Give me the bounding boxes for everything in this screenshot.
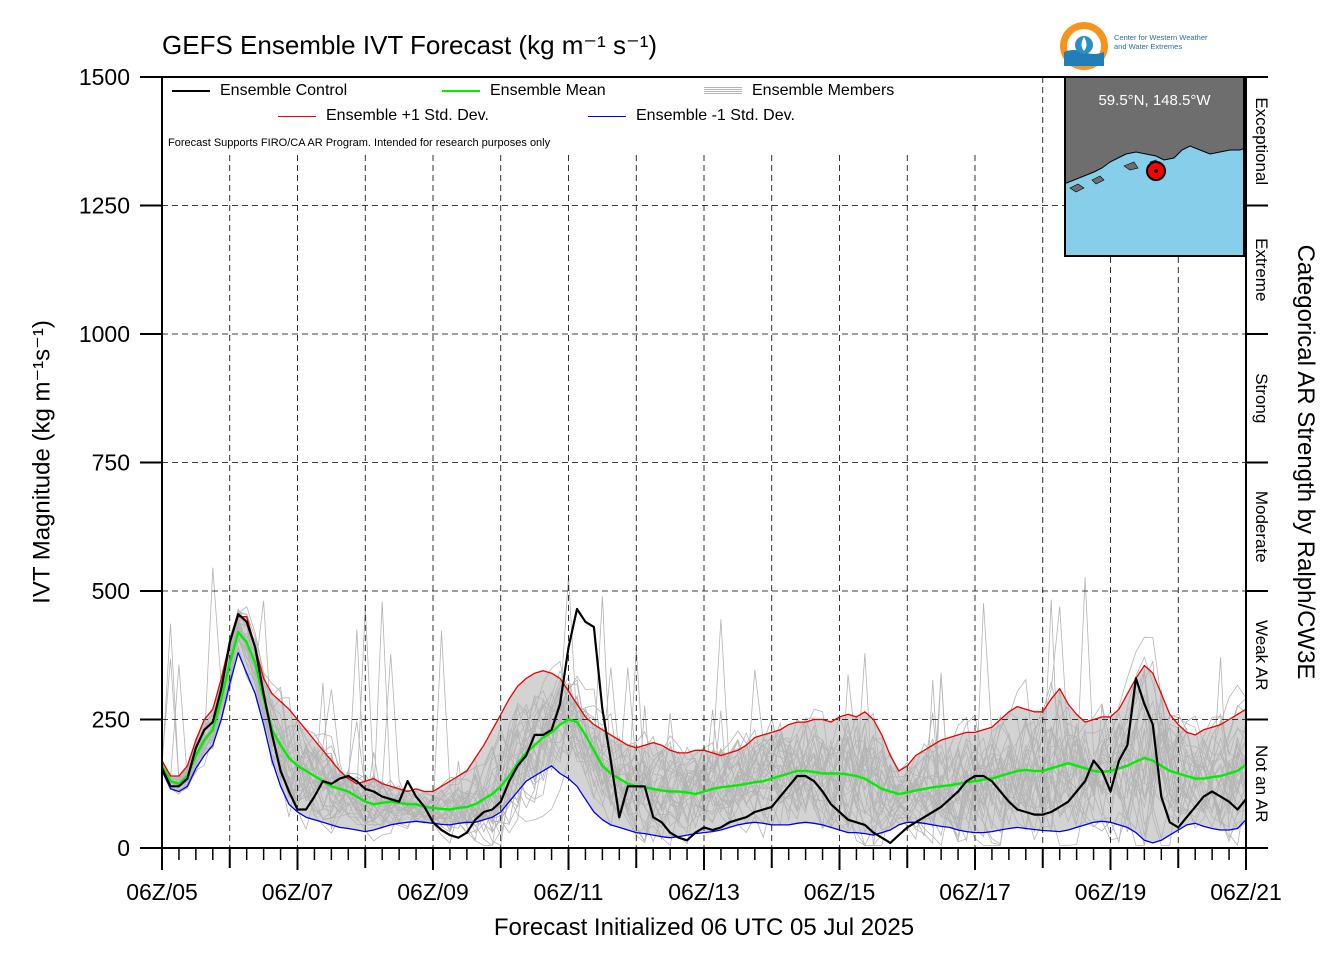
- series-line-ensemble-1-std-dev-: [161, 616, 1247, 793]
- legend-item-control: Ensemble Control: [172, 82, 347, 100]
- legend-swatch-members: [704, 87, 742, 95]
- legend-item-plus-std: Ensemble +1 Std. Dev.: [278, 107, 489, 125]
- ensemble-member-line: [161, 623, 1247, 837]
- category-label: Strong: [1252, 373, 1271, 423]
- y-axis-label: IVT Magnitude (kg m⁻¹s⁻¹): [28, 320, 56, 604]
- series-line-ensemble-1-std-dev-: [161, 652, 1247, 844]
- ensemble-member-line: [161, 625, 1247, 847]
- cw3e-logo-icon: [1060, 22, 1108, 70]
- legend-item-members: Ensemble Members: [704, 82, 894, 100]
- x-tick-label: 06Z/17: [939, 879, 1011, 905]
- ensemble-member-line: [161, 576, 1247, 847]
- legend-item-mean: Ensemble Mean: [442, 82, 606, 100]
- inset-map-graphic: [1066, 145, 1243, 255]
- inset-location-label: 59.5°N, 148.5°W: [1098, 92, 1211, 109]
- x-tick-label: 06Z/15: [804, 879, 876, 905]
- legend-swatch-plus-std: [278, 115, 316, 117]
- legend-note: Forecast Supports FIRO/CA AR Program. In…: [168, 137, 551, 149]
- ensemble-member-line: [161, 606, 1247, 847]
- category-label: Exceptional: [1252, 97, 1271, 185]
- right-axis-label: Categorical AR Strength by Ralph/CW3E: [1292, 244, 1319, 680]
- y-tick-label: 1250: [79, 193, 130, 219]
- y-tick-label: 0: [117, 835, 130, 861]
- logo-line-1: Center for Western Weather: [1114, 33, 1208, 42]
- category-label: Not an AR: [1252, 745, 1271, 823]
- y-tick-label: 250: [92, 707, 130, 733]
- legend-swatch-minus-std: [588, 115, 626, 117]
- legend: Ensemble Control Ensemble Mean Ensemble …: [168, 80, 968, 155]
- x-tick-label: 06Z/13: [668, 879, 740, 905]
- y-tick-label: 1000: [79, 321, 130, 347]
- axis-layer: 0 250 500 750 1000 1250 1500 06Z/05 06Z/07 06Z/09…: [79, 64, 1282, 905]
- legend-label-control: Ensemble Control: [220, 82, 348, 99]
- x-tick-label: 06Z/07: [262, 879, 334, 905]
- x-tick-label: 06Z/05: [126, 879, 198, 905]
- x-tick-label: 06Z/21: [1210, 879, 1282, 905]
- y-tick-label: 750: [92, 450, 130, 476]
- x-tick-label: 06Z/19: [1075, 879, 1147, 905]
- legend-item-minus-std: Ensemble -1 Std. Dev.: [588, 107, 795, 125]
- category-label: Extreme: [1252, 238, 1271, 301]
- legend-swatch-control: [172, 90, 210, 92]
- y-tick-label: 500: [92, 578, 130, 604]
- x-axis-label: Forecast Initialized 06 UTC 05 Jul 2025: [493, 914, 915, 941]
- series-line-ensemble-mean: [160, 630, 1247, 811]
- chart-title: GEFS Ensemble IVT Forecast (kg m⁻¹ s⁻¹): [162, 30, 658, 60]
- legend-label-plus-std: Ensemble +1 Std. Dev.: [326, 107, 489, 124]
- cw3e-logo: Center for Western Weather and Water Ext…: [1058, 20, 1248, 72]
- legend-swatch-mean: [442, 90, 480, 92]
- legend-label-members: Ensemble Members: [752, 82, 895, 99]
- x-tick-label: 06Z/11: [534, 879, 604, 905]
- logo-line-2: and Water Extremes: [1114, 42, 1183, 51]
- series-line-ensemble-control: [161, 607, 1247, 844]
- grid-layer: [162, 77, 1246, 848]
- legend-label-minus-std: Ensemble -1 Std. Dev.: [636, 107, 795, 124]
- cw3e-logo-text: Center for Western Weather and Water Ext…: [1114, 33, 1208, 51]
- legend-label-mean: Ensemble Mean: [490, 82, 606, 99]
- ensemble-member-line: [161, 636, 1247, 829]
- ensemble-member-line: [161, 615, 1247, 834]
- ensemble-member-line: [161, 634, 1247, 847]
- category-label: Moderate: [1252, 491, 1271, 563]
- series-layer: [160, 607, 1247, 844]
- y-tick-label: 1500: [79, 64, 130, 90]
- x-tick-label: 06Z/09: [397, 879, 469, 905]
- category-label: Weak AR: [1252, 620, 1271, 691]
- location-inset-map: 59.5°N, 148.5°W: [1064, 76, 1245, 257]
